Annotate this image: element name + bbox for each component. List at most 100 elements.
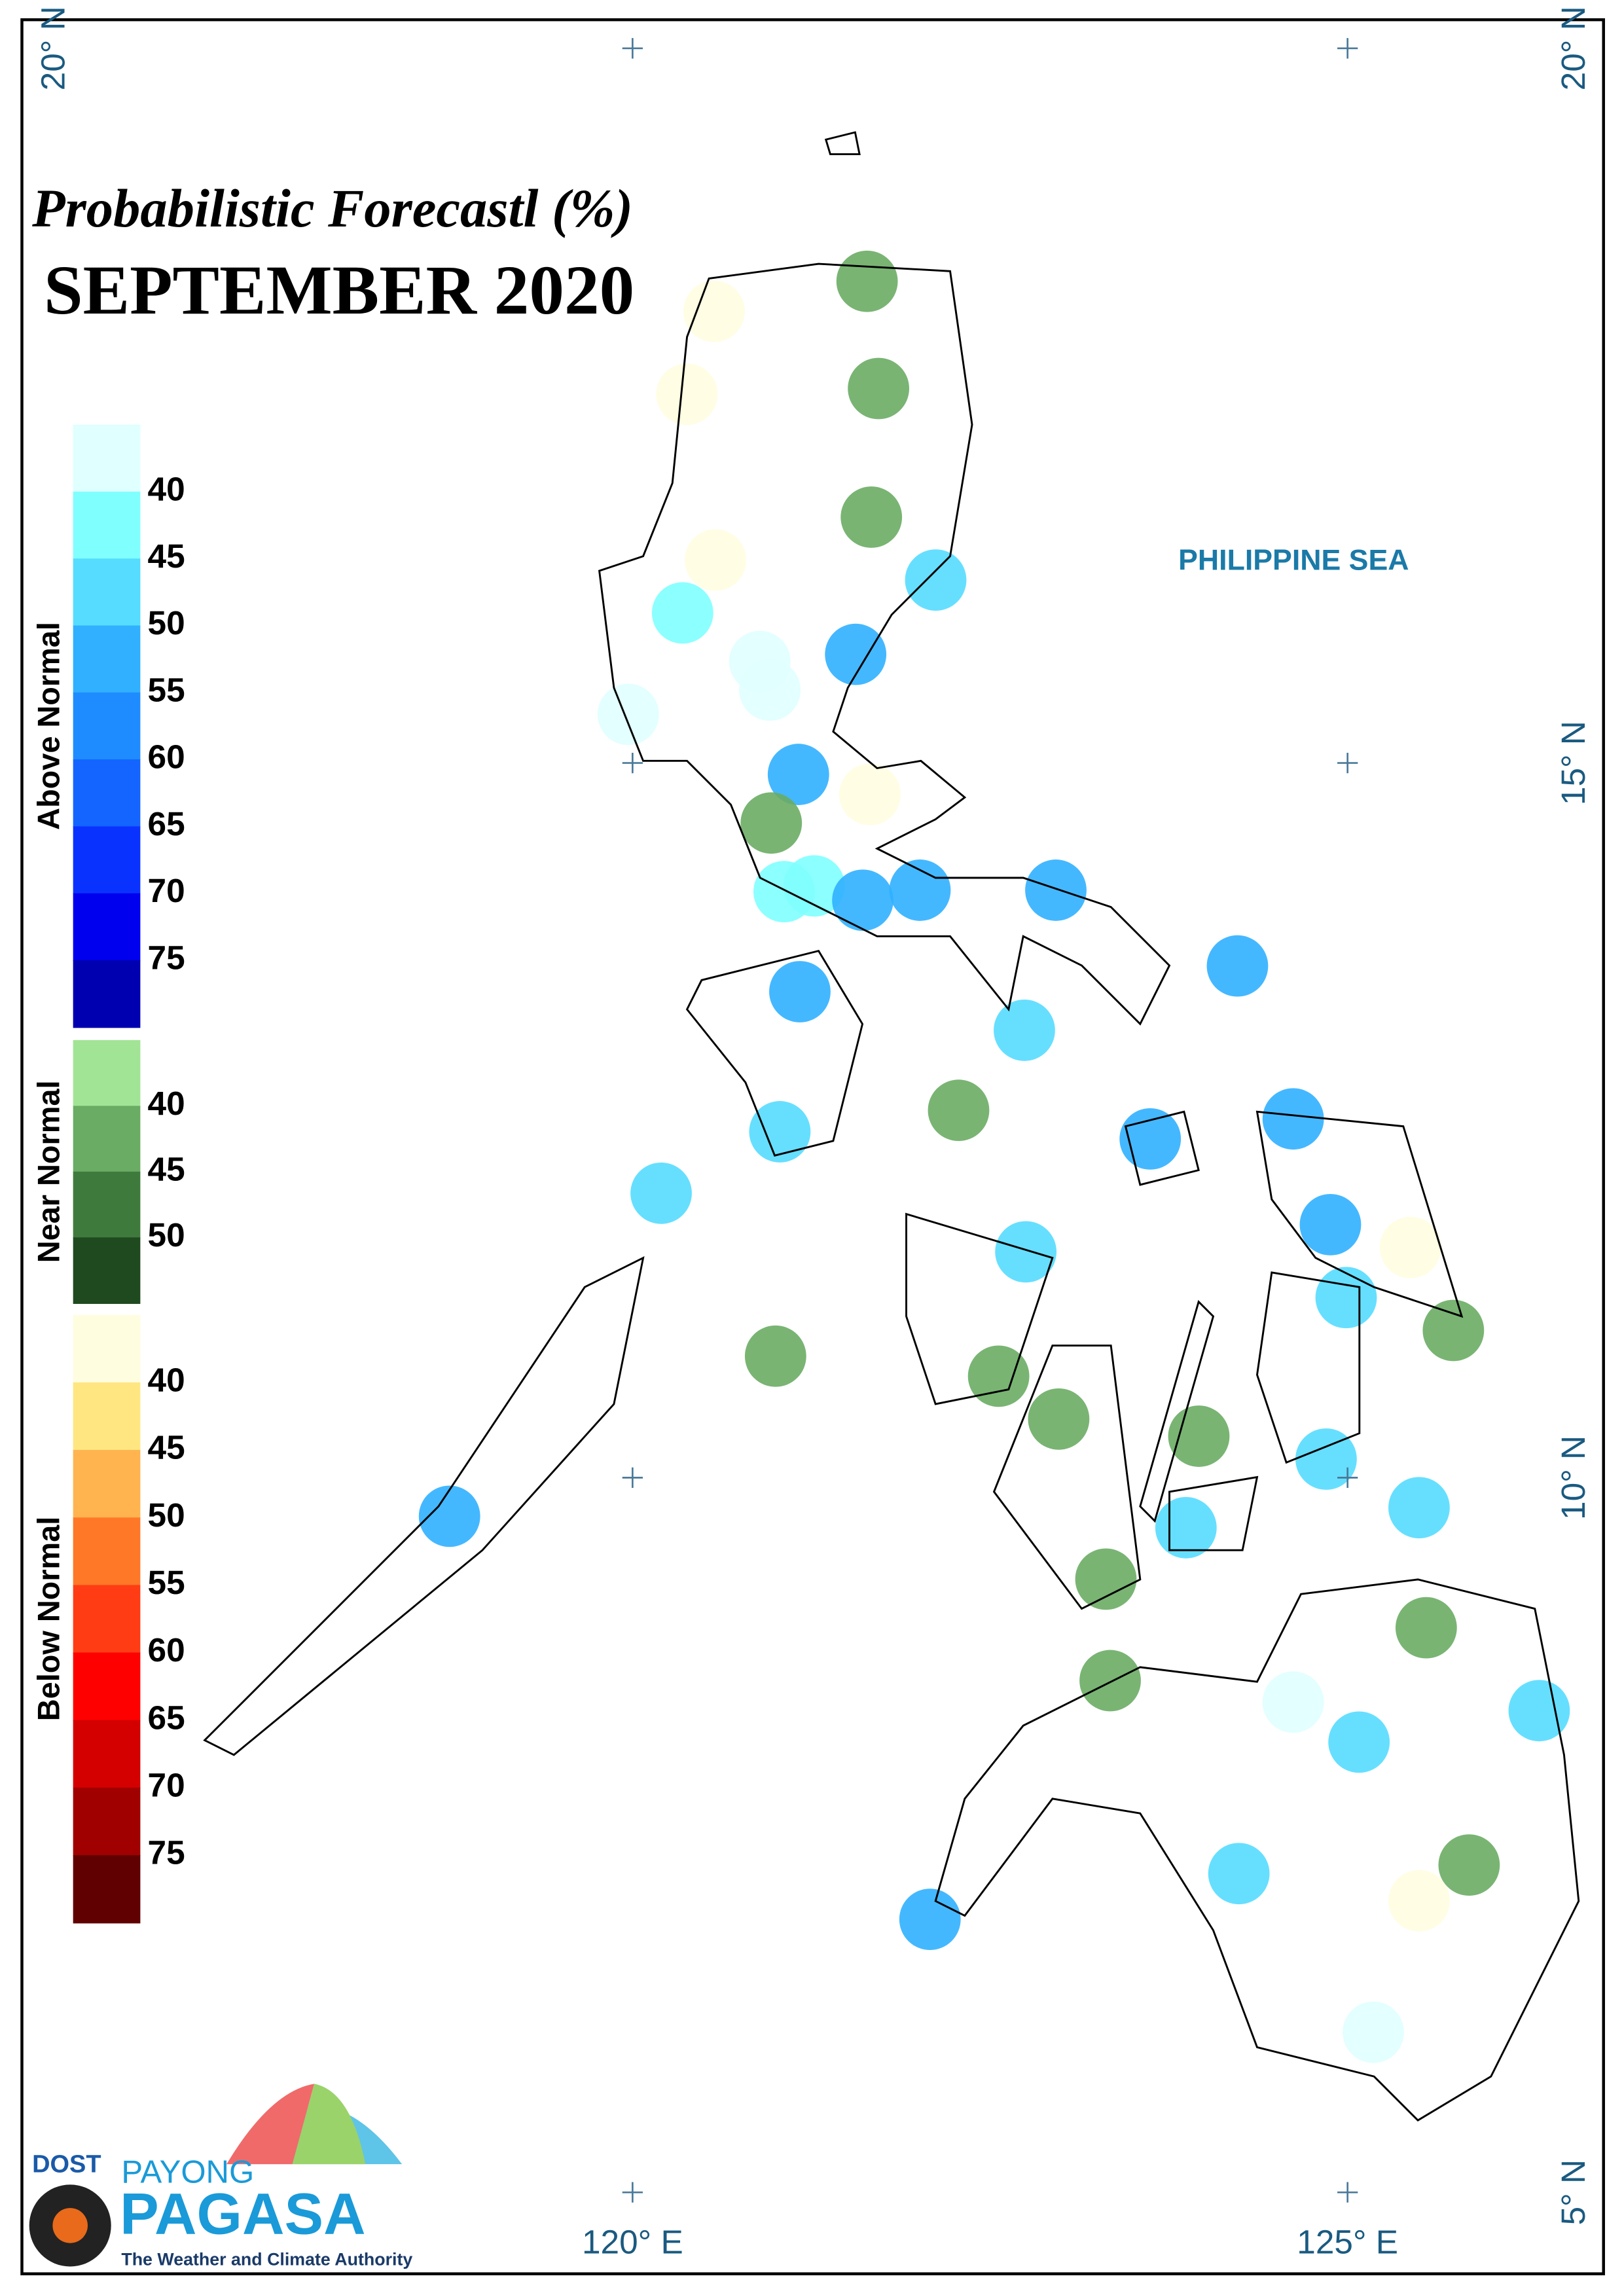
map-title: Probabilistic Forecastl (%) — [31, 178, 633, 238]
legend-swatch — [73, 960, 141, 1028]
station — [1388, 1477, 1450, 1539]
legend-tick-label: 40 — [148, 1361, 185, 1398]
legend-swatch — [73, 1720, 141, 1789]
station — [889, 859, 951, 921]
grid-cross — [622, 1467, 643, 1489]
legend-tick-label: 50 — [148, 1216, 185, 1254]
station — [749, 1101, 811, 1163]
station — [651, 582, 713, 644]
station — [1075, 1548, 1137, 1610]
legend-tick-label: 40 — [148, 471, 185, 508]
station — [899, 1888, 961, 1950]
legend-tick-label: 55 — [148, 671, 185, 708]
sea-label: PHILIPPINE SEA — [1178, 544, 1409, 576]
y-tick-label: 15° N — [1555, 721, 1592, 805]
station — [739, 659, 801, 721]
legend-swatch — [73, 893, 141, 962]
station — [1079, 1650, 1141, 1712]
station — [767, 744, 829, 805]
map-subtitle: SEPTEMBER 2020 — [44, 251, 634, 329]
grid-cross — [1337, 752, 1358, 774]
station — [597, 683, 659, 746]
y-tick-label: 5° N — [1555, 2159, 1592, 2225]
station — [1206, 935, 1269, 997]
legend-tick-label: 75 — [148, 939, 185, 976]
station — [994, 1000, 1055, 1061]
legend-tick-label: 50 — [148, 604, 185, 642]
legend-swatch — [73, 491, 141, 560]
legend-tick-label: 45 — [148, 1429, 185, 1466]
station — [905, 549, 967, 611]
y-tick-label: 20° N — [34, 6, 71, 90]
legend-tick-label: 50 — [148, 1496, 185, 1534]
station — [839, 763, 901, 825]
legend-swatch — [73, 1450, 141, 1519]
legend-tick-label: 70 — [148, 1766, 185, 1803]
station — [1299, 1193, 1362, 1256]
logo-line1: PAYONG — [121, 2155, 254, 2190]
logo-line2: PAGASA — [120, 2180, 365, 2246]
legend-swatch — [73, 1039, 141, 1107]
legend-tick-label: 45 — [148, 1150, 185, 1187]
legend-tick-label: 40 — [148, 1085, 185, 1122]
legend-tick-label: 60 — [148, 1631, 185, 1669]
station — [1025, 859, 1087, 921]
x-tick-label: 125° E — [1297, 2224, 1398, 2261]
station — [740, 792, 803, 854]
legend-swatch — [73, 1517, 141, 1586]
station — [1208, 1843, 1270, 1905]
legend-swatch — [73, 558, 141, 626]
logo-seal — [52, 2208, 88, 2243]
station — [832, 869, 893, 931]
station — [1262, 1088, 1324, 1150]
legend-swatch — [73, 826, 141, 894]
legend-swatch — [73, 1382, 141, 1451]
station — [1508, 1680, 1570, 1742]
y-tick-label: 10° N — [1555, 1436, 1592, 1520]
station — [1438, 1834, 1500, 1896]
station — [769, 961, 831, 1022]
station — [783, 855, 845, 917]
legend: 40 45 50 55 60 65 70 75 Above Normal 40 45 50 Near N… — [32, 424, 185, 1924]
graticule: 120° E 125° E 20° N 20° N 15° N 10° N 5° N — [34, 6, 1591, 2260]
station — [744, 1325, 806, 1387]
logo-umbrella — [226, 2084, 315, 2165]
legend-swatch — [73, 1787, 141, 1856]
station — [1262, 1671, 1324, 1733]
legend-swatch — [73, 1237, 141, 1304]
grid-cross — [622, 2182, 643, 2203]
legend-tick-label: 65 — [148, 1699, 185, 1736]
station — [1168, 1405, 1230, 1467]
legend-swatch — [73, 1585, 141, 1653]
station — [1388, 1870, 1450, 1932]
station — [685, 529, 746, 591]
station — [848, 357, 910, 420]
station — [1295, 1428, 1357, 1490]
station — [1328, 1711, 1390, 1773]
station — [1343, 2001, 1404, 2063]
station — [683, 280, 745, 342]
legend-tick-label: 70 — [148, 872, 185, 909]
legend-class-label: Above Normal — [32, 622, 66, 830]
grid-cross — [1337, 38, 1358, 59]
station — [836, 250, 898, 312]
coastline — [203, 131, 1580, 2122]
logo: DOST PAYONG PAGASA The Weather and Clima… — [29, 2084, 412, 2269]
grid-cross — [622, 38, 643, 59]
legend-swatch — [73, 1106, 141, 1172]
legend-swatch — [73, 424, 141, 493]
logo-agency: DOST — [32, 2150, 101, 2178]
station — [967, 1345, 1030, 1407]
station — [656, 363, 718, 425]
grid-cross — [1337, 1467, 1358, 1489]
legend-swatch — [73, 1171, 141, 1238]
x-tick-label: 120° E — [582, 2224, 683, 2261]
station — [1155, 1496, 1217, 1559]
legend-tick-label: 60 — [148, 738, 185, 776]
station — [1422, 1299, 1485, 1362]
station — [1379, 1216, 1441, 1278]
station — [630, 1162, 692, 1224]
legend-class-label: Below Normal — [32, 1517, 66, 1722]
legend-swatch — [73, 1314, 141, 1383]
